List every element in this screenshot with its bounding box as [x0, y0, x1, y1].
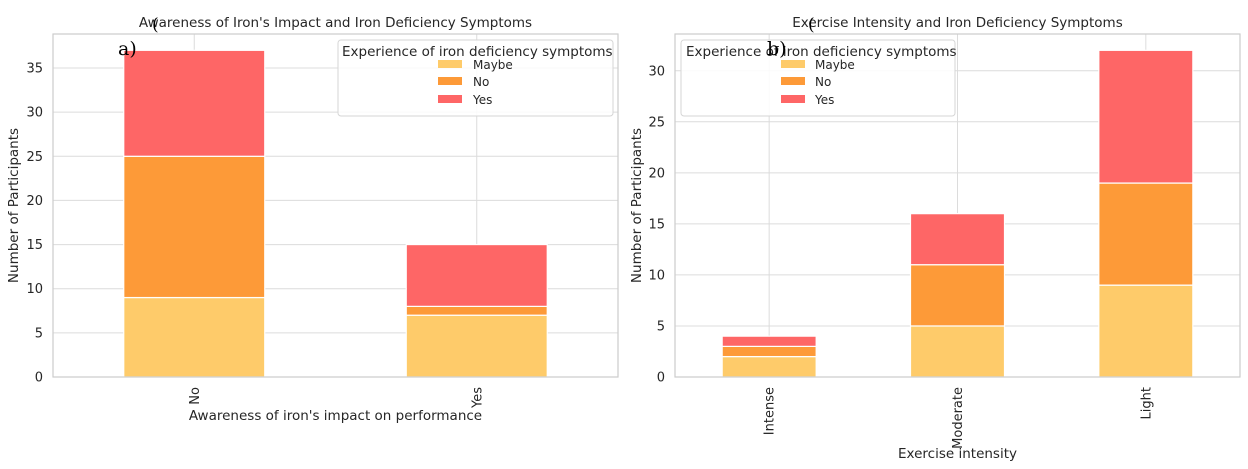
- bar-moderate-no: [909, 264, 1006, 327]
- y-tick-label: 35: [26, 61, 43, 76]
- bar-no-yes: [123, 49, 266, 157]
- x-axis-label: Awareness of iron's impact on performanc…: [189, 408, 482, 424]
- x-axis-label: Exercise intensity: [898, 446, 1017, 462]
- bar-moderate-maybe: [909, 325, 1006, 378]
- panel-label: b): [767, 38, 787, 60]
- legend-box: [680, 39, 956, 117]
- bar-moderate-yes: [909, 213, 1006, 266]
- y-tick-label: 20: [26, 194, 43, 209]
- legend-label-yes: Yes: [472, 93, 492, 107]
- chart-title: Awareness of Iron's Impact and Iron Defi…: [139, 15, 532, 31]
- y-tick-label: 30: [648, 64, 665, 79]
- x-tick-label: No: [188, 387, 203, 405]
- y-tick-label: 25: [648, 115, 665, 130]
- x-tick-label: Yes: [470, 387, 485, 409]
- y-tick-label: 0: [35, 371, 43, 386]
- y-tick-label: 30: [26, 106, 43, 121]
- bar-no-no: [123, 155, 266, 299]
- y-tick-label: 5: [657, 319, 665, 334]
- legend-swatch-maybe: [438, 60, 462, 68]
- bar-intense-maybe: [721, 355, 817, 378]
- bar-yes-maybe: [405, 314, 548, 378]
- legend-label-yes: Yes: [814, 93, 834, 107]
- bar-yes-no: [405, 305, 548, 316]
- bar-light-yes: [1098, 49, 1194, 184]
- chart-panel-2: 0 5 10 15 20 25 30 Intense Moderate Light Exercise…: [629, 15, 1241, 462]
- y-tick-label: 25: [26, 150, 43, 165]
- plot-frame: [674, 33, 1241, 378]
- y-tick-label: 15: [648, 217, 665, 232]
- legend: Experience of iron deficiency symptomsMa…: [337, 39, 614, 117]
- legend-swatch-no: [781, 77, 805, 85]
- chart-title: Exercise Intensity and Iron Deficiency S…: [792, 15, 1123, 31]
- legend-label-no: No: [815, 75, 831, 89]
- chart-panel-1: 0 5 10 15 20 25 30 35 No Yes Awareness of Iron's I…: [6, 15, 619, 424]
- bar-no-maybe: [123, 296, 266, 378]
- bar-intense-yes: [721, 335, 817, 347]
- x-tick-label: Intense: [763, 387, 778, 435]
- x-tick-label: Moderate: [951, 387, 966, 449]
- legend-label-maybe: Maybe: [815, 58, 855, 72]
- legend-swatch-no: [438, 77, 462, 85]
- legend-label-maybe: Maybe: [473, 58, 513, 72]
- legend-swatch-yes: [781, 95, 805, 103]
- legend-title: Experience of iron deficiency symptoms: [686, 44, 957, 60]
- y-tick-label: 10: [26, 282, 43, 297]
- y-tick-label: 20: [648, 166, 665, 181]
- y-tick-label: 15: [26, 238, 43, 253]
- panel-label: a): [118, 38, 137, 60]
- legend-box: [337, 39, 614, 117]
- bar-yes-yes: [405, 243, 548, 307]
- plot-frame: [52, 33, 619, 378]
- x-tick-label: Light: [1139, 387, 1154, 419]
- overlay-paren-mark: (: [152, 15, 159, 35]
- y-tick-label: 0: [657, 371, 665, 386]
- legend: Experience of iron deficiency symptomsMa…: [680, 39, 957, 117]
- bar-light-maybe: [1098, 284, 1194, 378]
- bar-light-no: [1098, 182, 1194, 286]
- legend-swatch-maybe: [781, 60, 805, 68]
- y-tick-label: 10: [648, 268, 665, 283]
- legend-swatch-yes: [438, 95, 462, 103]
- y-axis-label: Number of Participants: [629, 128, 645, 283]
- legend-label-no: No: [473, 75, 489, 89]
- legend-title: Experience of iron deficiency symptoms: [342, 44, 613, 60]
- y-axis-label: Number of Participants: [6, 128, 22, 283]
- overlay-paren-mark: (: [808, 15, 815, 35]
- y-tick-label: 5: [35, 326, 43, 341]
- bar-intense-no: [721, 345, 817, 358]
